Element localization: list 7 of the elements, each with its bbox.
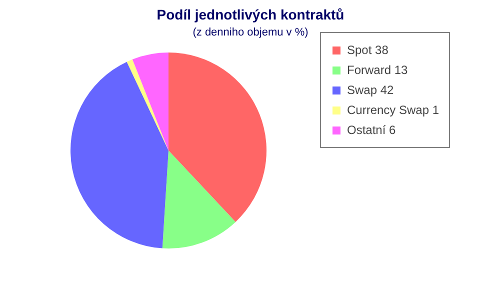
chart-subtitle: (z denniho objemu v %) — [192, 26, 308, 38]
legend-label: Forward 13 — [347, 63, 408, 77]
legend-label: Currency Swap 1 — [347, 103, 440, 117]
chart-title: Podíl jednotlivých kontraktů — [156, 6, 344, 22]
legend-label: Spot 38 — [347, 43, 388, 57]
legend-label: Swap 42 — [347, 83, 394, 97]
legend-label: Ostatní 6 — [347, 123, 396, 137]
